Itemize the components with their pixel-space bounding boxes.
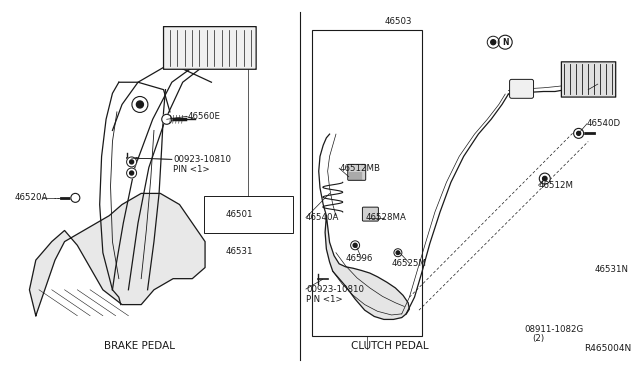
Circle shape bbox=[396, 251, 400, 254]
Bar bbox=[312, 31, 422, 336]
Circle shape bbox=[136, 101, 143, 108]
Text: 46531: 46531 bbox=[225, 247, 253, 256]
Text: N: N bbox=[502, 38, 508, 47]
Text: 46512MB: 46512MB bbox=[339, 164, 380, 173]
Text: BRAKE PEDAL: BRAKE PEDAL bbox=[104, 341, 175, 351]
Circle shape bbox=[132, 96, 148, 112]
Text: PIN <1>: PIN <1> bbox=[173, 165, 210, 174]
Text: PIN <1>: PIN <1> bbox=[306, 295, 342, 304]
Circle shape bbox=[573, 128, 584, 138]
Circle shape bbox=[498, 35, 512, 49]
Text: 46503: 46503 bbox=[384, 17, 412, 26]
Circle shape bbox=[351, 241, 360, 250]
Text: 46525M: 46525M bbox=[392, 259, 426, 267]
Text: 46596: 46596 bbox=[346, 254, 373, 263]
Text: R465004N: R465004N bbox=[584, 344, 632, 353]
Circle shape bbox=[130, 160, 134, 164]
Circle shape bbox=[487, 36, 499, 48]
Circle shape bbox=[162, 114, 172, 124]
Text: (2): (2) bbox=[532, 334, 544, 343]
Text: 46512M: 46512M bbox=[538, 181, 573, 190]
Circle shape bbox=[71, 193, 80, 202]
Circle shape bbox=[577, 131, 580, 135]
Text: 46540D: 46540D bbox=[587, 119, 621, 128]
Circle shape bbox=[353, 243, 357, 247]
Text: 46520A: 46520A bbox=[15, 193, 48, 202]
Circle shape bbox=[543, 176, 547, 181]
Circle shape bbox=[394, 249, 402, 257]
Text: 00923-10810: 00923-10810 bbox=[306, 285, 364, 294]
Text: 46528MA: 46528MA bbox=[366, 213, 407, 222]
FancyBboxPatch shape bbox=[362, 207, 378, 221]
Circle shape bbox=[127, 168, 136, 178]
Polygon shape bbox=[325, 216, 410, 320]
Text: 46501: 46501 bbox=[225, 211, 253, 219]
Text: 46540A: 46540A bbox=[306, 213, 339, 222]
Text: CLUTCH PEDAL: CLUTCH PEDAL bbox=[351, 341, 428, 351]
Bar bbox=[204, 196, 293, 234]
Circle shape bbox=[540, 173, 550, 184]
FancyBboxPatch shape bbox=[509, 79, 534, 98]
Text: 46560E: 46560E bbox=[187, 112, 220, 121]
Circle shape bbox=[130, 171, 134, 175]
Text: 00923-10810: 00923-10810 bbox=[173, 155, 231, 164]
Polygon shape bbox=[29, 193, 205, 316]
FancyBboxPatch shape bbox=[164, 27, 256, 69]
Text: 46531N: 46531N bbox=[595, 265, 628, 274]
FancyBboxPatch shape bbox=[561, 62, 616, 97]
FancyBboxPatch shape bbox=[348, 164, 365, 180]
Circle shape bbox=[491, 40, 496, 45]
Circle shape bbox=[127, 157, 136, 167]
Text: 08911-1082G: 08911-1082G bbox=[524, 325, 584, 334]
